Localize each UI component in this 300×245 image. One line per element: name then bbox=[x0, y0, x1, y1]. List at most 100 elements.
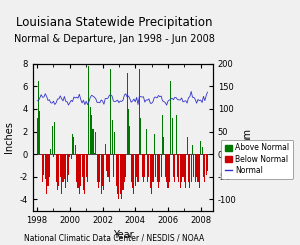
Bar bbox=[130, 154, 132, 183]
Bar bbox=[181, 154, 182, 183]
Bar bbox=[90, 107, 91, 154]
Bar bbox=[165, 154, 166, 177]
Bar bbox=[133, 154, 134, 194]
Bar bbox=[50, 149, 51, 154]
Bar bbox=[127, 73, 128, 154]
Bar bbox=[68, 154, 69, 174]
Bar bbox=[38, 81, 39, 154]
Bar bbox=[83, 154, 84, 190]
Bar bbox=[146, 129, 147, 154]
Bar bbox=[72, 134, 73, 154]
Bar bbox=[122, 154, 124, 190]
Bar bbox=[65, 154, 66, 188]
Bar bbox=[167, 154, 169, 188]
Bar bbox=[148, 154, 149, 177]
Bar bbox=[102, 154, 103, 186]
Bar bbox=[64, 154, 65, 179]
Bar bbox=[69, 154, 70, 157]
Bar bbox=[124, 154, 125, 183]
Bar bbox=[57, 154, 58, 190]
Bar bbox=[144, 154, 145, 177]
Bar bbox=[99, 154, 101, 183]
Bar bbox=[79, 154, 80, 194]
Bar bbox=[84, 154, 86, 194]
Bar bbox=[97, 154, 98, 183]
Bar bbox=[117, 154, 118, 194]
Bar bbox=[189, 154, 190, 188]
Bar bbox=[100, 154, 102, 194]
Bar bbox=[177, 154, 178, 177]
Bar bbox=[128, 109, 129, 154]
Bar bbox=[207, 154, 208, 171]
Bar bbox=[107, 154, 109, 177]
Text: Normal & Departure, Jan 1998 - Jun 2008: Normal & Departure, Jan 1998 - Jun 2008 bbox=[14, 34, 214, 44]
Bar bbox=[112, 120, 113, 154]
Bar bbox=[143, 154, 144, 183]
Bar bbox=[92, 129, 94, 154]
Y-axis label: mm: mm bbox=[242, 128, 252, 147]
Bar bbox=[147, 154, 148, 183]
Bar bbox=[172, 118, 173, 154]
Bar bbox=[103, 154, 104, 190]
Bar bbox=[80, 154, 81, 186]
Bar bbox=[200, 141, 201, 154]
Bar bbox=[139, 69, 140, 154]
Bar bbox=[163, 137, 164, 154]
Bar bbox=[199, 154, 200, 188]
Bar bbox=[169, 154, 170, 183]
Bar bbox=[154, 134, 155, 154]
Bar bbox=[77, 154, 79, 188]
Bar bbox=[151, 154, 152, 194]
Bar bbox=[49, 154, 50, 177]
Bar bbox=[106, 154, 107, 171]
Bar bbox=[120, 154, 121, 194]
Bar bbox=[42, 154, 43, 183]
Bar bbox=[88, 66, 89, 154]
X-axis label: Year: Year bbox=[113, 230, 133, 240]
Bar bbox=[203, 154, 204, 177]
Bar bbox=[136, 154, 137, 177]
Bar bbox=[190, 154, 192, 183]
Bar bbox=[67, 154, 68, 183]
Bar bbox=[61, 154, 62, 194]
Bar bbox=[43, 154, 44, 174]
Bar bbox=[157, 154, 158, 183]
Bar bbox=[98, 154, 99, 188]
Bar bbox=[192, 145, 193, 154]
Bar bbox=[140, 118, 141, 154]
Bar bbox=[202, 147, 203, 154]
Bar bbox=[95, 132, 96, 154]
Bar bbox=[76, 154, 77, 183]
Text: National Climatic Data Center / NESDIS / NOAA: National Climatic Data Center / NESDIS /… bbox=[24, 233, 204, 242]
Y-axis label: Inches: Inches bbox=[4, 121, 14, 153]
Bar bbox=[125, 154, 126, 177]
Bar bbox=[195, 154, 196, 183]
Bar bbox=[159, 154, 160, 183]
Bar bbox=[62, 154, 64, 183]
Bar bbox=[180, 154, 181, 188]
Bar bbox=[170, 81, 171, 154]
Bar bbox=[204, 154, 206, 183]
Bar bbox=[91, 115, 92, 154]
Bar bbox=[73, 137, 74, 154]
Bar bbox=[45, 154, 46, 179]
Bar bbox=[166, 154, 167, 183]
Bar bbox=[114, 132, 116, 154]
Bar bbox=[132, 154, 133, 188]
Bar bbox=[70, 154, 72, 159]
Bar bbox=[174, 154, 175, 183]
Text: Louisiana Statewide Precipitation: Louisiana Statewide Precipitation bbox=[16, 16, 212, 29]
Bar bbox=[52, 126, 53, 154]
Bar bbox=[113, 154, 114, 177]
Bar bbox=[184, 154, 185, 183]
Bar bbox=[85, 154, 87, 177]
Bar bbox=[152, 154, 154, 183]
Bar bbox=[182, 154, 184, 177]
Bar bbox=[142, 154, 143, 177]
Bar bbox=[155, 154, 156, 177]
Bar bbox=[185, 154, 186, 188]
Bar bbox=[178, 154, 179, 183]
Bar bbox=[53, 154, 54, 157]
Bar bbox=[206, 154, 207, 174]
Bar bbox=[56, 154, 57, 183]
